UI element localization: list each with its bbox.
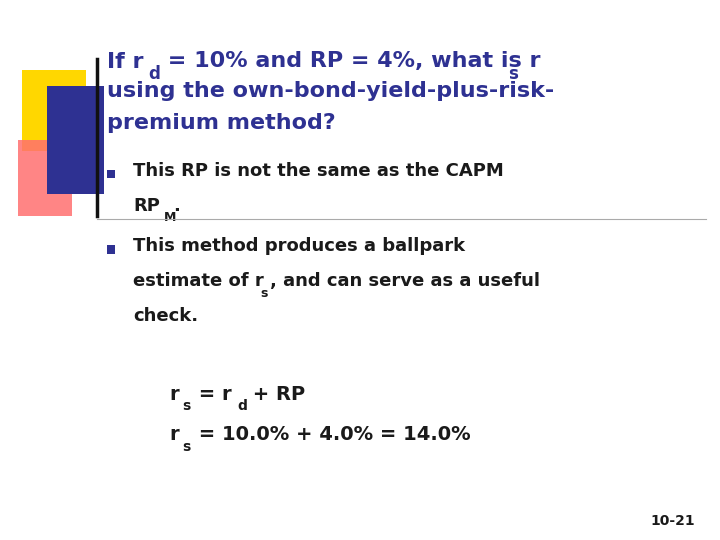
FancyBboxPatch shape — [107, 245, 115, 254]
FancyBboxPatch shape — [22, 70, 86, 151]
Text: premium method?: premium method? — [107, 112, 336, 132]
Text: + RP: + RP — [246, 384, 305, 403]
Text: estimate of r: estimate of r — [133, 272, 264, 290]
Text: s: s — [508, 65, 518, 83]
Text: RP: RP — [133, 197, 160, 214]
Text: = 10.0% + 4.0% = 14.0%: = 10.0% + 4.0% = 14.0% — [192, 425, 470, 444]
Text: r: r — [169, 425, 179, 444]
Text: s: s — [260, 287, 267, 300]
Text: s: s — [182, 440, 190, 454]
Text: This RP is not the same as the CAPM: This RP is not the same as the CAPM — [133, 161, 504, 179]
Text: M: M — [163, 211, 176, 225]
Text: d: d — [148, 65, 160, 83]
Text: s: s — [182, 400, 190, 414]
Text: using the own-bond-yield-plus-risk-: using the own-bond-yield-plus-risk- — [107, 81, 554, 101]
FancyBboxPatch shape — [18, 140, 72, 216]
Text: .: . — [174, 197, 181, 214]
Text: = r: = r — [192, 384, 231, 403]
Text: , and can serve as a useful: , and can serve as a useful — [270, 272, 540, 290]
FancyBboxPatch shape — [107, 170, 115, 178]
Text: If r: If r — [107, 51, 143, 71]
Text: This method produces a ballpark: This method produces a ballpark — [133, 237, 465, 255]
Text: d: d — [237, 400, 247, 414]
FancyBboxPatch shape — [47, 86, 104, 194]
Text: check.: check. — [133, 307, 198, 325]
Text: = 10% and RP = 4%, what is r: = 10% and RP = 4%, what is r — [160, 51, 540, 71]
Text: 10-21: 10-21 — [650, 514, 695, 528]
Text: r: r — [169, 384, 179, 403]
